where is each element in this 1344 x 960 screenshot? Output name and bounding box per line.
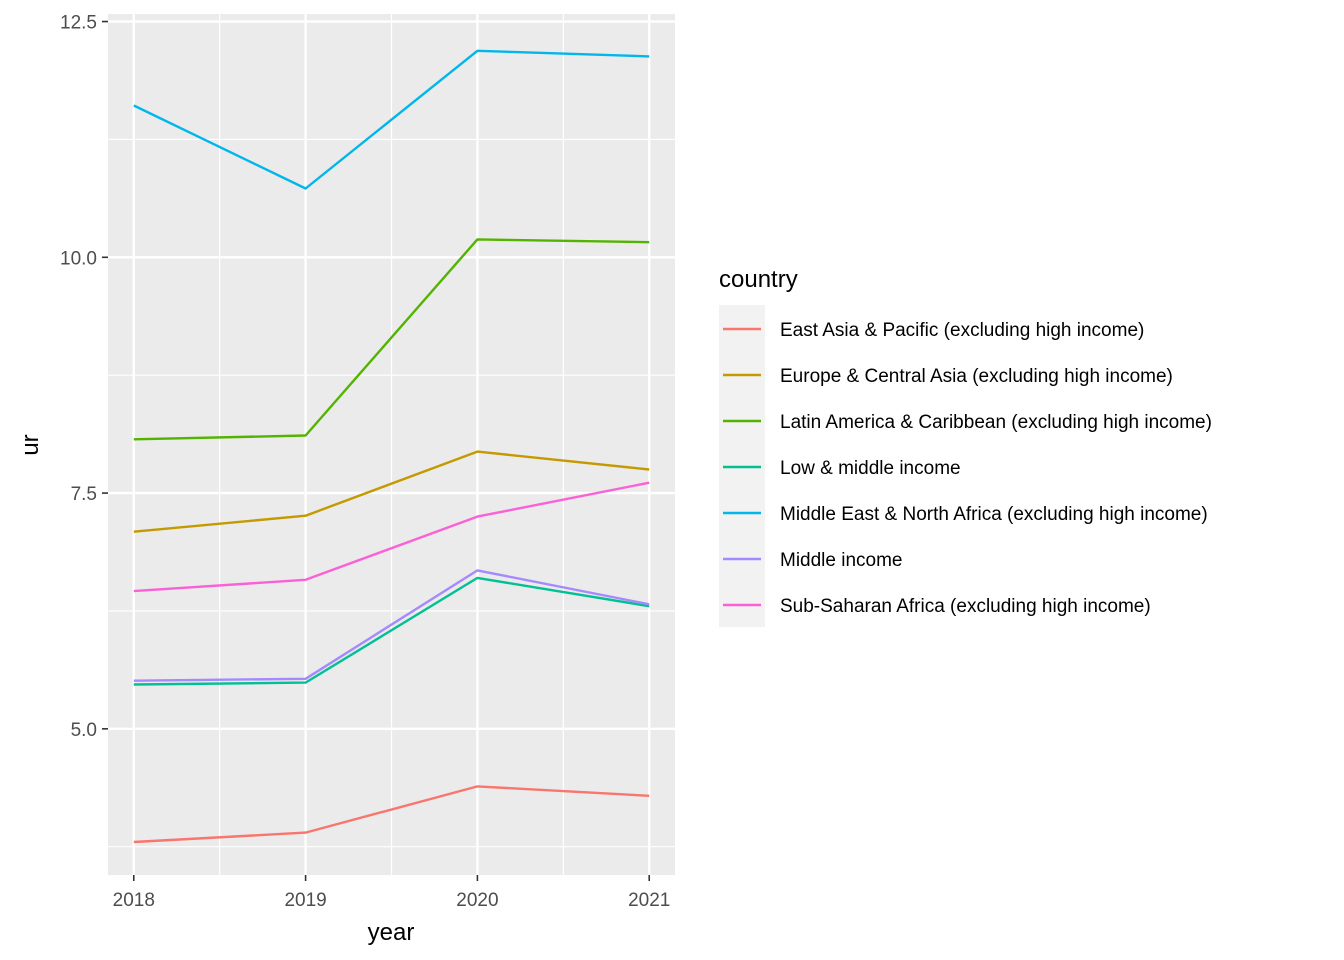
legend-items: East Asia & Pacific (excluding high inco… <box>723 320 1212 617</box>
legend-label-5: Middle East & North Africa (excluding hi… <box>780 504 1208 525</box>
series-line-6 <box>133 569 650 682</box>
legend-label-6: Middle income <box>780 550 903 571</box>
minor-gridlines <box>108 14 675 875</box>
x-axis: 2018 2019 2020 2021 <box>113 875 670 911</box>
legend-label-4: Low & middle income <box>780 458 961 479</box>
series-line-3 <box>133 238 650 441</box>
series-line-7 <box>133 481 650 593</box>
y-tick-label: 12.5 <box>60 13 97 34</box>
major-gridlines <box>108 14 675 875</box>
legend-label-2: Europe & Central Asia (excluding high in… <box>780 366 1173 387</box>
series-line-1 <box>133 785 650 844</box>
series-line-5 <box>133 49 650 190</box>
x-tick-label: 2020 <box>456 890 498 911</box>
series-line-2 <box>133 450 650 533</box>
y-tick-label: 10.0 <box>60 248 97 269</box>
y-tick-label: 7.5 <box>71 484 97 505</box>
x-tick-label: 2021 <box>628 890 670 911</box>
series-line-4 <box>133 576 650 686</box>
x-tick-label: 2018 <box>113 890 155 911</box>
legend-label-1: East Asia & Pacific (excluding high inco… <box>780 320 1144 341</box>
legend-title: country <box>719 266 798 293</box>
legend-label-7: Sub-Saharan Africa (excluding high incom… <box>780 596 1151 617</box>
legend-label-3: Latin America & Caribbean (excluding hig… <box>780 412 1212 433</box>
x-axis-title: year <box>368 919 415 946</box>
series-lines <box>133 49 650 844</box>
y-tick-label: 5.0 <box>71 720 97 741</box>
x-tick-label: 2019 <box>284 890 326 911</box>
legend: country East Asia & Pacific (excluding h… <box>719 266 1212 627</box>
y-axis: 5.0 7.5 10.0 12.5 <box>60 13 108 741</box>
y-axis-title: ur <box>17 434 44 455</box>
